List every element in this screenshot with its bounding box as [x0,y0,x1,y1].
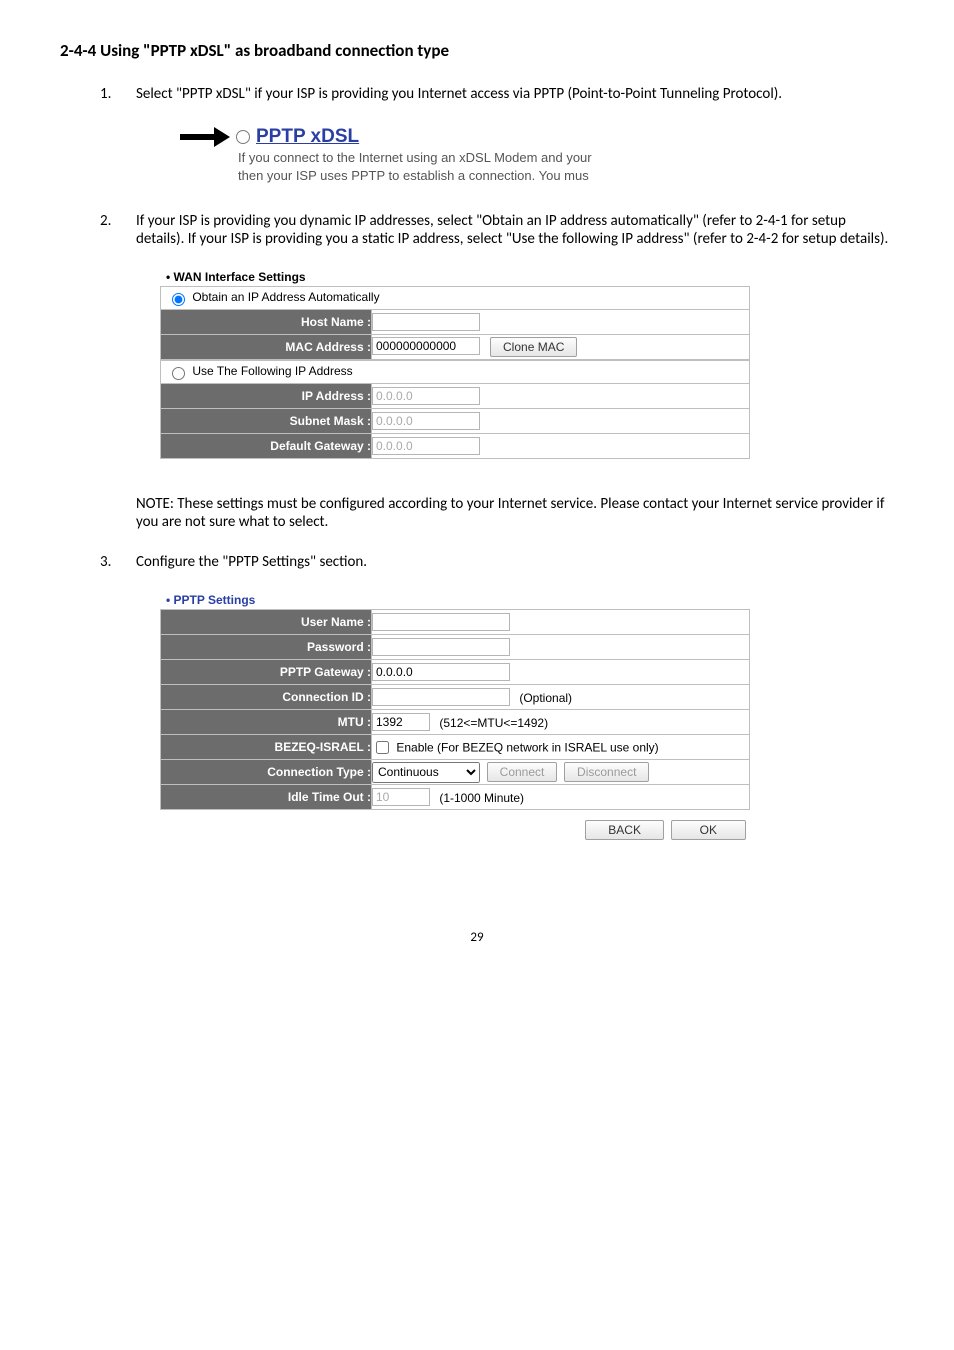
idle-timeout-input [372,788,430,806]
table-row: BEZEQ-ISRAEL : Enable (For BEZEQ network… [161,735,750,760]
bezeq-text: Enable (For BEZEQ network in ISRAEL use … [396,740,658,754]
host-name-value [372,310,750,335]
step-text: Configure the "PPTP Settings" section. [136,553,894,571]
back-button[interactable]: BACK [585,820,664,840]
note-text: NOTE: These settings must be configured … [136,495,894,531]
step-text: Select "PPTP xDSL" if your ISP is provid… [136,85,894,103]
radio-obtain-auto[interactable]: Obtain an IP Address Automatically [160,286,750,309]
pptp-desc-line1: If you connect to the Internet using an … [238,149,894,167]
mtu-input[interactable] [372,713,430,731]
disconnect-button[interactable]: Disconnect [564,762,649,782]
step-3: 3. Configure the "PPTP Settings" section… [100,553,894,571]
table-row: Idle Time Out : (1-1000 Minute) [161,785,750,810]
pptp-gateway-input[interactable] [372,663,510,681]
pptp-option-screenshot: PPTP xDSL If you connect to the Internet… [180,125,894,184]
mtu-note: (512<=MTU<=1492) [439,716,548,730]
step-2: 2. If your ISP is providing you dynamic … [100,212,894,248]
connection-id-note: (Optional) [519,691,572,705]
pptp-gateway-label: PPTP Gateway : [161,660,372,685]
idle-timeout-label: Idle Time Out : [161,785,372,810]
password-input[interactable] [372,638,510,656]
gateway-input [372,437,480,455]
step-number: 3. [100,553,136,571]
pptp-settings-screenshot: PPTP Settings User Name : Password : PPT… [160,593,750,840]
pptp-xdsl-link[interactable]: PPTP xDSL [256,126,359,148]
mac-input[interactable] [372,337,480,355]
connection-id-input[interactable] [372,688,510,706]
subnet-label: Subnet Mask : [161,409,372,434]
mac-value: Clone MAC [372,335,750,360]
connection-type-select[interactable]: Continuous [372,762,480,783]
radio-label: Obtain an IP Address Automatically [192,290,379,304]
password-label: Password : [161,635,372,660]
connection-type-label: Connection Type : [161,760,372,785]
mtu-label: MTU : [161,710,372,735]
table-row: Default Gateway : [161,434,750,459]
username-input[interactable] [372,613,510,631]
ip-label: IP Address : [161,384,372,409]
table-row: IP Address : [161,384,750,409]
host-name-input[interactable] [372,313,480,331]
clone-mac-button[interactable]: Clone MAC [490,337,577,357]
bezeq-checkbox[interactable] [376,741,389,754]
radio-input[interactable] [172,293,185,306]
subnet-input [372,412,480,430]
bezeq-label: BEZEQ-ISRAEL : [161,735,372,760]
host-name-label: Host Name : [161,310,372,335]
table-row: Connection Type : Continuous Connect Dis… [161,760,750,785]
table-row: MAC Address : Clone MAC [161,335,750,360]
pptp-desc-line2: then your ISP uses PPTP to establish a c… [238,167,894,185]
table-row: Subnet Mask : [161,409,750,434]
ip-input [372,387,480,405]
radio-icon [236,130,250,144]
radio-label: Use The Following IP Address [192,364,352,378]
username-label: User Name : [161,610,372,635]
arrow-icon [180,125,230,149]
table-row: Password : [161,635,750,660]
section-heading: 2-4-4 Using "PPTP xDSL" as broadband con… [60,40,894,61]
gateway-label: Default Gateway : [161,434,372,459]
radio-use-following[interactable]: Use The Following IP Address [160,360,750,383]
step-number: 2. [100,212,136,248]
table-row: PPTP Gateway : [161,660,750,685]
wan-heading: WAN Interface Settings [160,270,750,286]
step-number: 1. [100,85,136,103]
idle-timeout-note: (1-1000 Minute) [439,791,524,805]
connect-button[interactable]: Connect [487,762,558,782]
pptp-heading: PPTP Settings [160,593,750,609]
table-row: Host Name : [161,310,750,335]
ok-button[interactable]: OK [671,820,746,840]
step-text: If your ISP is providing you dynamic IP … [136,212,894,248]
wan-settings-screenshot: WAN Interface Settings Obtain an IP Addr… [160,270,750,459]
table-row: MTU : (512<=MTU<=1492) [161,710,750,735]
connection-id-label: Connection ID : [161,685,372,710]
page-number: 29 [60,930,894,945]
step-1: 1. Select "PPTP xDSL" if your ISP is pro… [100,85,894,103]
table-row: User Name : [161,610,750,635]
note-paragraph: NOTE: These settings must be configured … [100,495,894,531]
radio-input[interactable] [172,367,185,380]
table-row: Connection ID : (Optional) [161,685,750,710]
mac-label: MAC Address : [161,335,372,360]
